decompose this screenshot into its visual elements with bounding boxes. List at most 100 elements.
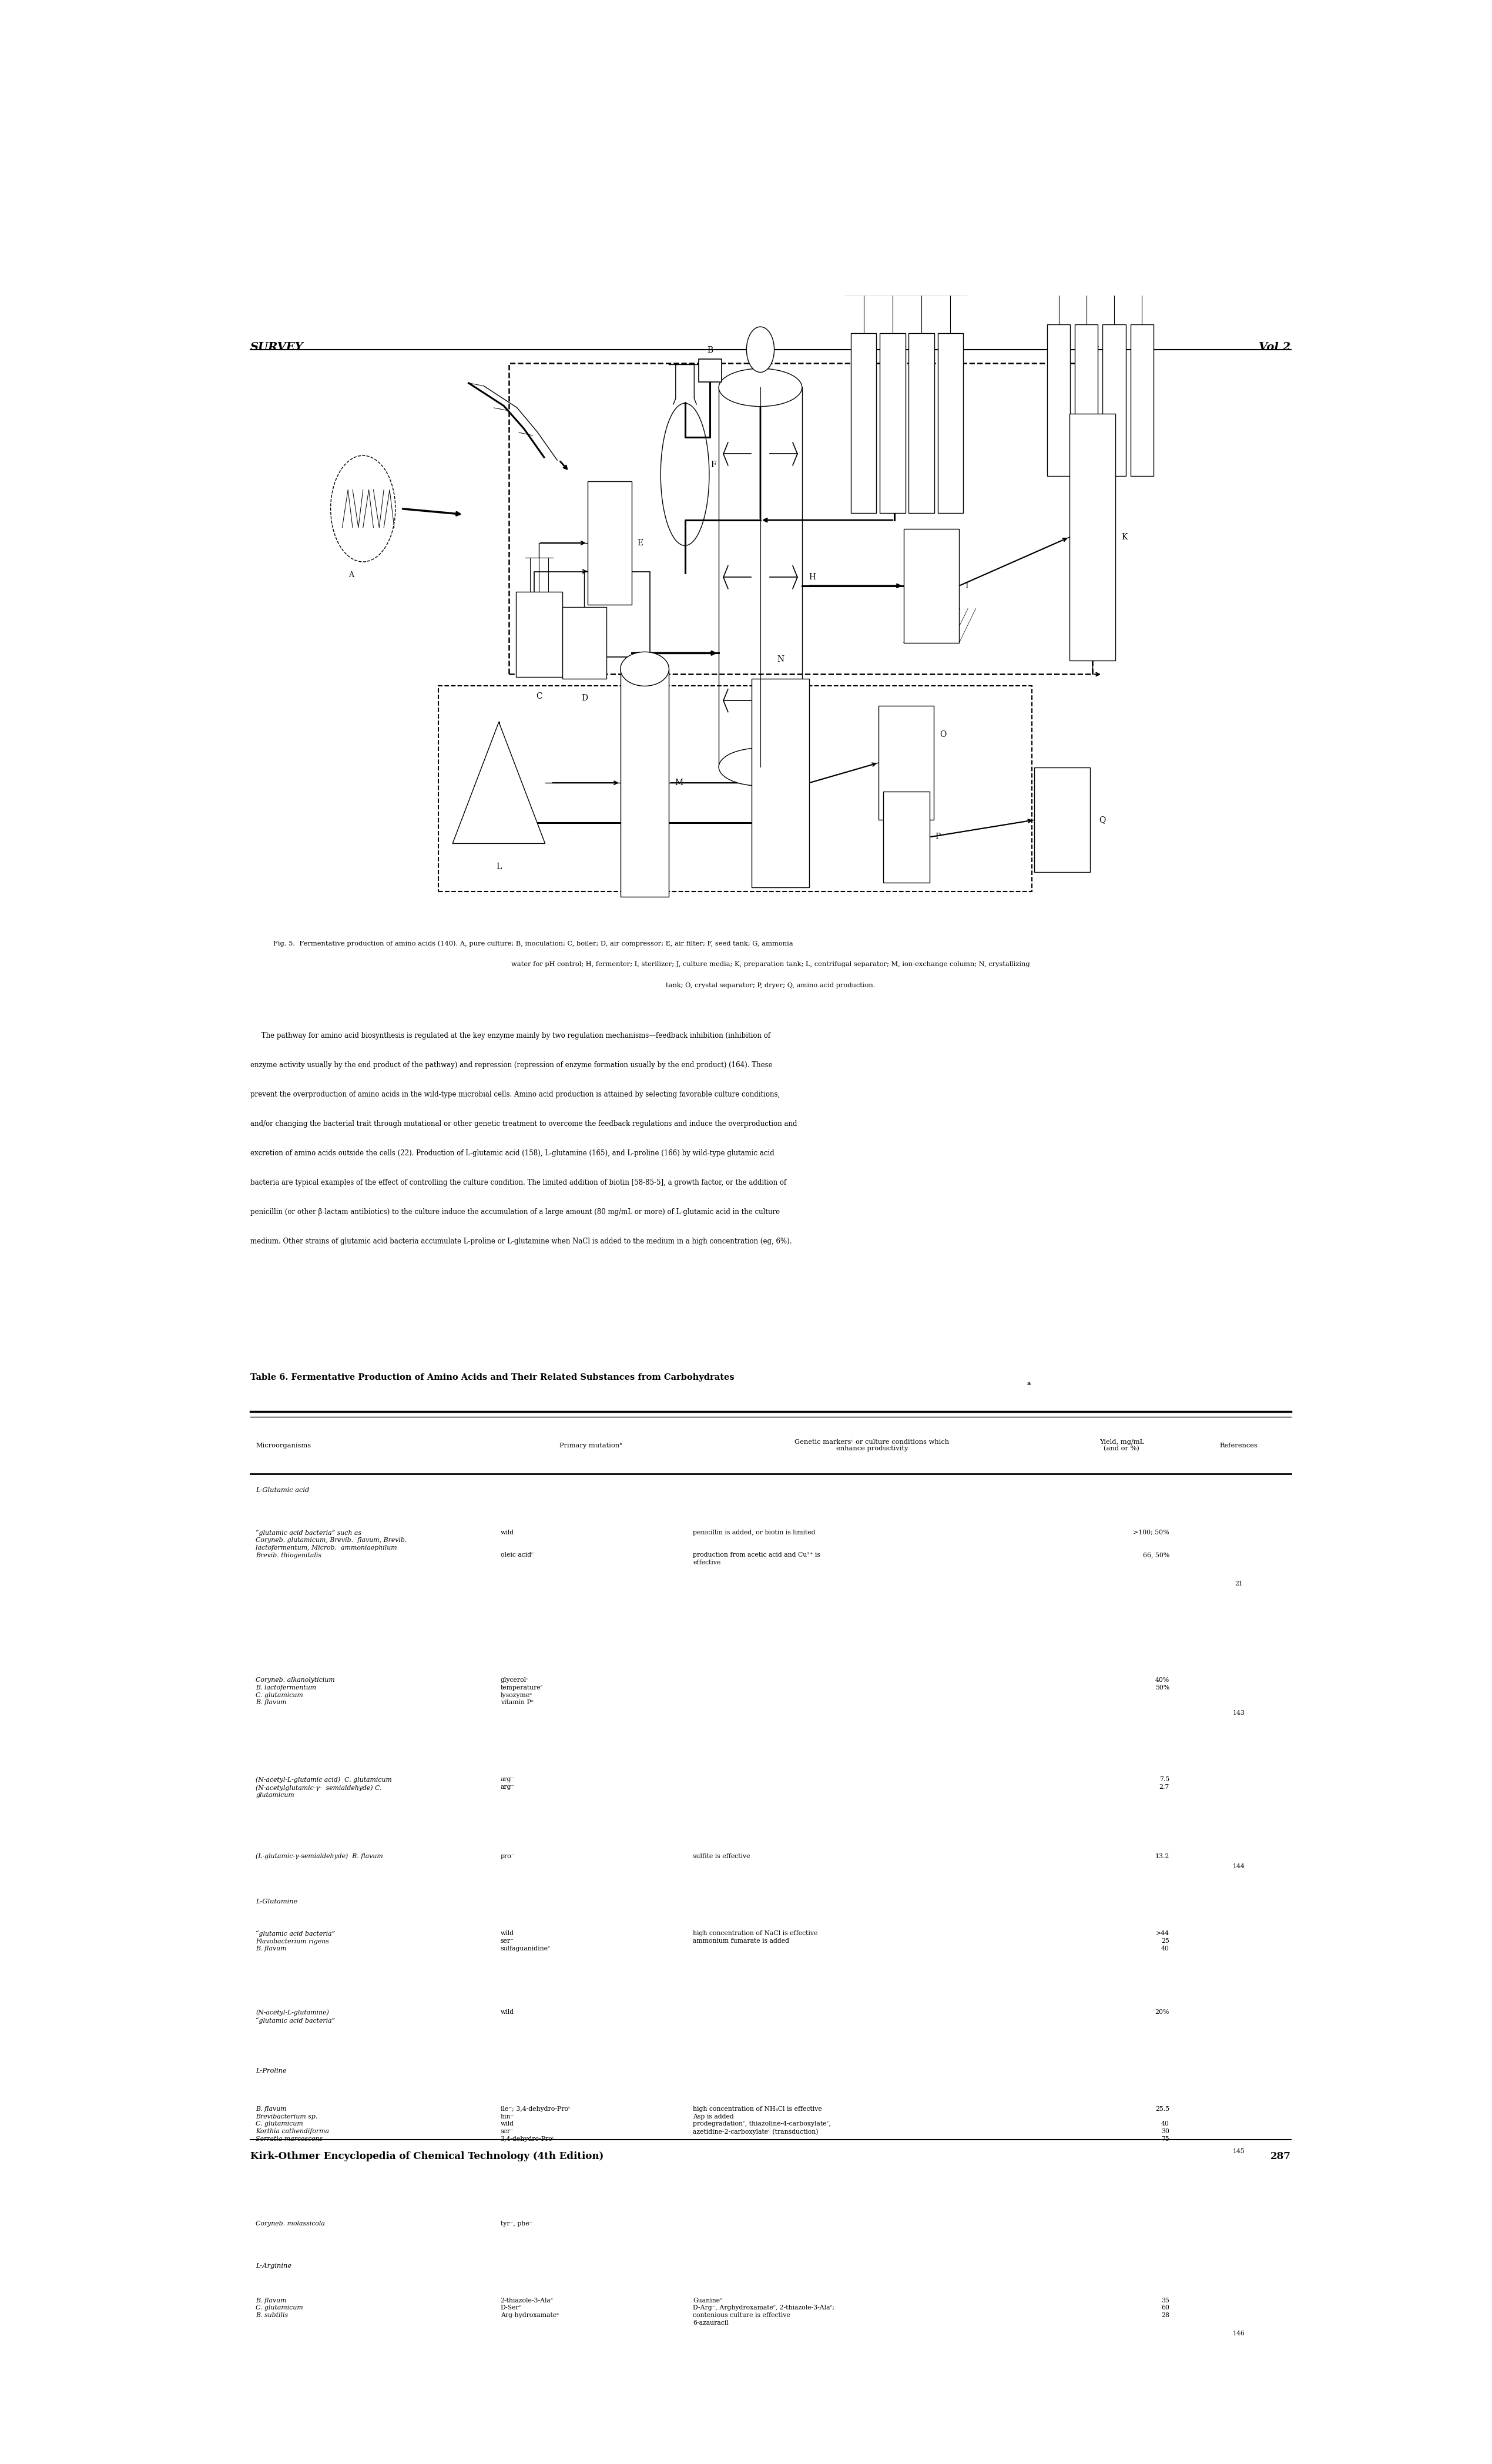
Text: N: N [777, 655, 785, 663]
Text: O: O [940, 729, 946, 739]
Bar [879, 705, 934, 821]
Text: wild


oleic acidᶜ: wild oleic acidᶜ [500, 1530, 533, 1557]
Text: The pathway for amino acid biosynthesis is regulated at the key enzyme mainly by: The pathway for amino acid biosynthesis … [251, 1032, 770, 1040]
Bar [880, 333, 906, 513]
Text: L-Arginine: L-Arginine [257, 2262, 292, 2269]
Bar [1131, 325, 1153, 476]
Bar [883, 791, 930, 882]
Text: ile⁻; 3,4-dehydro-Proᶜ
hin⁻
wild
ser⁻
3,4-dehydro-Proᶜ: ile⁻; 3,4-dehydro-Proᶜ hin⁻ wild ser⁻ 3,… [500, 2107, 570, 2141]
Bar [850, 333, 876, 513]
Text: high concentration of NH₄Cl is effective
Asp is added
prodegradationᶜ, thiazolin: high concentration of NH₄Cl is effective… [692, 2107, 831, 2134]
Polygon shape [452, 722, 545, 843]
Bar [562, 606, 606, 680]
Text: >44
25
40: >44 25 40 [1156, 1929, 1170, 1951]
Text: B. flavum
C. glutamicum
B. subtilis: B. flavum C. glutamicum B. subtilis [257, 2296, 303, 2319]
Bar [1034, 769, 1091, 872]
Text: J: J [1095, 347, 1098, 355]
Text: “glutamic acid bacteria”
Flavobacterium rigens
B. flavum: “glutamic acid bacteria” Flavobacterium … [257, 1929, 336, 1951]
Text: Coryneb. molassicola: Coryneb. molassicola [257, 2220, 325, 2227]
Bar [719, 387, 803, 766]
Text: Genetic markersᶜ or culture conditions which
enhance productivity: Genetic markersᶜ or culture conditions w… [795, 1439, 949, 1451]
Text: A: A [349, 572, 354, 579]
Text: H: H [809, 574, 816, 582]
Text: 35
60
28: 35 60 28 [1161, 2296, 1170, 2319]
Text: tank; O, crystal separator; P, dryer; Q, amino acid production.: tank; O, crystal separator; P, dryer; Q,… [665, 983, 876, 988]
Text: Vol 2: Vol 2 [1259, 342, 1291, 352]
Text: 2-thiazole-3-Alaᶜ
D-Serᶜ
Arg-hydroxamateᶜ: 2-thiazole-3-Alaᶜ D-Serᶜ Arg-hydroxamate… [500, 2296, 558, 2319]
Bar [588, 480, 631, 604]
Text: 25.5

40
30
75: 25.5 40 30 75 [1155, 2107, 1170, 2141]
Text: bacteria are typical examples of the effect of controlling the culture condition: bacteria are typical examples of the eff… [251, 1178, 786, 1188]
Text: 20%: 20% [1155, 2008, 1170, 2016]
Text: tyr⁻, phe⁻: tyr⁻, phe⁻ [500, 2220, 533, 2227]
Text: 144: 144 [1232, 1863, 1244, 1870]
Text: B: B [707, 347, 713, 355]
Text: enzyme activity usually by the end product of the pathway) and repression (repre: enzyme activity usually by the end produ… [251, 1062, 773, 1069]
Text: L-Proline: L-Proline [257, 2067, 286, 2075]
Text: C: C [536, 692, 542, 700]
Text: penicillin is added, or biotin is limited


production from acetic acid and Cu²⁺: penicillin is added, or biotin is limite… [692, 1530, 821, 1565]
Bar [698, 360, 722, 382]
Text: 145: 145 [1232, 2149, 1244, 2154]
Text: P: P [935, 833, 940, 840]
Text: Kirk-Othmer Encyclopedia of Chemical Technology (4th Edition): Kirk-Othmer Encyclopedia of Chemical Tec… [251, 2151, 603, 2161]
Text: sulfite is effective: sulfite is effective [692, 1853, 750, 1860]
Bar [904, 530, 959, 643]
Text: Microorganisms: Microorganisms [257, 1441, 312, 1449]
Text: L-Glutamine: L-Glutamine [257, 1900, 298, 1905]
Text: water for pH control; H, fermenter; I, sterilizer; J, culture media; K, preparat: water for pH control; H, fermenter; I, s… [512, 961, 1029, 968]
Bar [909, 333, 934, 513]
Text: pro⁻: pro⁻ [500, 1853, 515, 1860]
Text: and/or changing the bacterial trait through mutational or other genetic treatmen: and/or changing the bacterial trait thro… [251, 1121, 797, 1129]
Text: Coryneb. alkanolyticium
B. lactofermentum
C. glutamicum
B. flavum: Coryneb. alkanolyticium B. lactofermentu… [257, 1678, 336, 1705]
Text: Fig. 5.  Fermentative production of amino acids (140). A, pure culture; B, inocu: Fig. 5. Fermentative production of amino… [273, 941, 794, 946]
Text: high concentration of NaCl is effective
ammonium fumarate is added: high concentration of NaCl is effective … [692, 1929, 818, 1944]
Ellipse shape [719, 370, 803, 407]
Text: prevent the overproduction of amino acids in the wild-type microbial cells. Amin: prevent the overproduction of amino acid… [251, 1092, 780, 1099]
Text: 21: 21 [1234, 1582, 1243, 1587]
Text: >100; 50%


66, 50%: >100; 50% 66, 50% [1134, 1530, 1170, 1557]
Text: E: E [637, 540, 643, 547]
Bar [1047, 325, 1070, 476]
Text: Primary mutationᵇ: Primary mutationᵇ [560, 1441, 622, 1449]
Text: Table 6. Fermentative Production of Amino Acids and Their Related Substances fro: Table 6. Fermentative Production of Amin… [251, 1372, 734, 1382]
Text: glycerolᶜ
temperatureᶜ
lysozymeᶜ
vitamin Pᶜ: glycerolᶜ temperatureᶜ lysozymeᶜ vitamin… [500, 1678, 543, 1705]
Text: Q: Q [1100, 816, 1106, 823]
Bar [752, 678, 809, 887]
Text: L: L [497, 862, 501, 870]
Text: L-Glutamic acid: L-Glutamic acid [257, 1488, 309, 1493]
Bar [1103, 325, 1125, 476]
Circle shape [746, 328, 774, 372]
Text: Yield, mg/mL
(and or %): Yield, mg/mL (and or %) [1100, 1439, 1144, 1451]
Bar [1074, 325, 1098, 476]
Text: 7.5
2.7: 7.5 2.7 [1159, 1777, 1170, 1789]
Bar [509, 362, 1092, 675]
Text: a: a [1026, 1380, 1031, 1387]
Text: M: M [674, 779, 683, 786]
Text: medium. Other strains of glutamic acid bacteria accumulate L-proline or L-glutam: medium. Other strains of glutamic acid b… [251, 1237, 792, 1244]
Text: Guanineᶜ
D-Arg⁻, Arghydroxamateᶜ, 2-thiazole-3-Alaᶜ;
contenious culture is effec: Guanineᶜ D-Arg⁻, Arghydroxamateᶜ, 2-thia… [692, 2296, 834, 2326]
Text: 146: 146 [1232, 2331, 1244, 2336]
Ellipse shape [719, 749, 803, 786]
Text: SURVEY: SURVEY [251, 342, 303, 352]
Text: “glutamic acid bacteria” such as
Coryneb. glutamicum, Brevib.  flavum, Brevib.
l: “glutamic acid bacteria” such as Coryneb… [257, 1530, 407, 1557]
Text: 287: 287 [1270, 2151, 1291, 2161]
Text: G: G [918, 347, 925, 355]
Bar [621, 668, 668, 897]
Text: (N-acetyl-L-glutamine)
“glutamic acid bacteria”: (N-acetyl-L-glutamine) “glutamic acid ba… [257, 2008, 336, 2023]
Text: I: I [965, 582, 968, 589]
Text: 13.2: 13.2 [1155, 1853, 1170, 1860]
Text: 40%
50%: 40% 50% [1155, 1678, 1170, 1705]
Text: excretion of amino acids outside the cells (22). Production of L-glutamic acid (: excretion of amino acids outside the cel… [251, 1148, 774, 1158]
Ellipse shape [621, 653, 668, 685]
Text: arg⁻
arg⁻: arg⁻ arg⁻ [500, 1777, 515, 1789]
Bar [1070, 414, 1116, 660]
Text: References: References [1219, 1441, 1258, 1449]
Text: wild: wild [500, 2008, 515, 2016]
Text: B. flavum
Brevibacterium sp.
C. glutamicum
Korthia cathendiforma
Serratia marces: B. flavum Brevibacterium sp. C. glutamic… [257, 2107, 330, 2141]
Text: I: I [554, 611, 557, 618]
Text: (N-acetyl-L-glutamic acid)  C. glutamicum
(N-acetylglutamic-γ-  semialdehyde) C.: (N-acetyl-L-glutamic acid) C. glutamicum… [257, 1777, 392, 1799]
Bar [937, 333, 962, 513]
Text: K: K [1122, 532, 1128, 542]
Text: F: F [710, 461, 716, 468]
